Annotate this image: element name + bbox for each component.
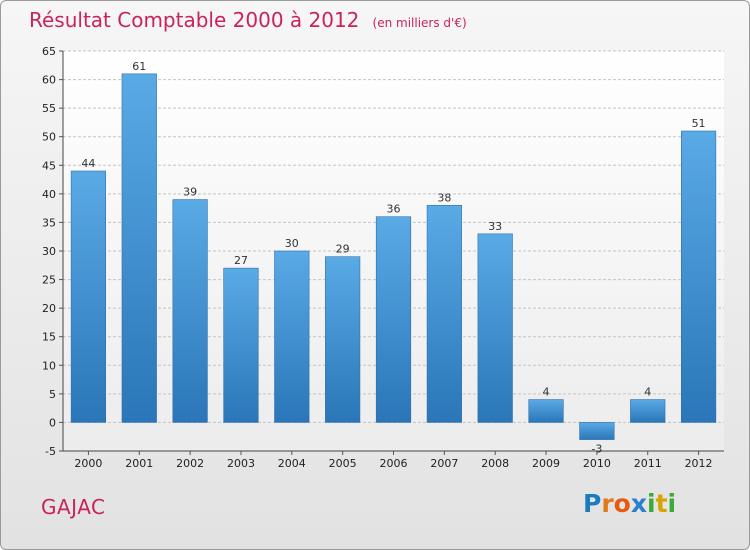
data-label-2007: 38 [437, 191, 451, 204]
bar-2012 [680, 130, 717, 423]
bar-2004 [274, 250, 310, 423]
x-tick-label-2003: 2003 [227, 457, 255, 470]
data-label-2004: 30 [285, 237, 299, 250]
data-label-2012: 51 [692, 117, 706, 130]
y-tick-label: 25 [42, 274, 56, 287]
data-label-2001: 61 [132, 60, 146, 73]
y-tick-label: 55 [42, 102, 56, 115]
x-tick-label-2008: 2008 [481, 457, 509, 470]
data-label-2000: 44 [81, 157, 95, 170]
y-tick-label: 30 [42, 245, 56, 258]
chart-title: Résultat Comptable 2000 à 2012 [29, 8, 360, 32]
logo-letter: i [647, 489, 656, 518]
logo-letter: t [655, 489, 668, 518]
x-tick-label-2011: 2011 [634, 457, 662, 470]
y-tick-label: 10 [42, 359, 56, 372]
data-label-2003: 27 [234, 254, 248, 267]
y-tick-label: 45 [42, 159, 56, 172]
bar-2005 [325, 256, 361, 423]
y-tick-label: -5 [45, 445, 56, 458]
bar-2011 [630, 399, 666, 423]
logo-letter: P [583, 489, 602, 518]
data-label-2006: 36 [387, 203, 401, 216]
title-row: Résultat Comptable 2000 à 2012 (en milli… [29, 7, 467, 36]
x-tick-label-2010: 2010 [583, 457, 611, 470]
proxiti-logo: Proxiti [583, 489, 676, 518]
x-tick-label-2012: 2012 [685, 457, 713, 470]
x-tick-label-2000: 2000 [74, 457, 102, 470]
bar-2007 [426, 204, 462, 423]
data-label-2005: 29 [336, 243, 350, 256]
bar-2000 [70, 170, 107, 423]
y-tick-label: 0 [49, 416, 56, 429]
bar-2001 [121, 73, 157, 423]
data-label-2009: 4 [543, 386, 550, 399]
bar-2008 [477, 233, 513, 423]
chart-subtitle: (en milliers d'€) [372, 16, 467, 30]
y-tick-label: 35 [42, 216, 56, 229]
y-tick-label: 15 [42, 331, 56, 344]
x-tick-label-2004: 2004 [278, 457, 306, 470]
logo-letter: o [613, 489, 631, 518]
x-tick-label-2007: 2007 [430, 457, 458, 470]
x-tick-label-2001: 2001 [125, 457, 153, 470]
bar-2006 [375, 216, 412, 423]
bar-2010 [579, 422, 615, 440]
bar-2002 [172, 199, 208, 423]
data-label-2011: 4 [644, 386, 651, 399]
data-label-2008: 33 [488, 220, 502, 233]
x-tick-label-2002: 2002 [176, 457, 204, 470]
x-tick-label-2006: 2006 [380, 457, 408, 470]
x-tick-label-2009: 2009 [532, 457, 560, 470]
logo-letter: r [601, 489, 614, 518]
y-tick-label: 65 [42, 45, 56, 58]
x-tick-label-2005: 2005 [329, 457, 357, 470]
logo-letter: i [667, 489, 677, 518]
data-label-2002: 39 [183, 186, 197, 199]
logo-letter: x [630, 489, 647, 518]
y-tick-label: 5 [49, 388, 56, 401]
y-tick-label: 60 [42, 74, 56, 87]
commune-name: GAJAC [41, 495, 106, 519]
y-tick-label: 40 [42, 188, 56, 201]
y-tick-label: 20 [42, 302, 56, 315]
data-label-2010: -3 [591, 443, 602, 456]
bar-2003 [223, 267, 259, 423]
bar-2009 [528, 399, 564, 423]
y-tick-label: 50 [42, 131, 56, 144]
